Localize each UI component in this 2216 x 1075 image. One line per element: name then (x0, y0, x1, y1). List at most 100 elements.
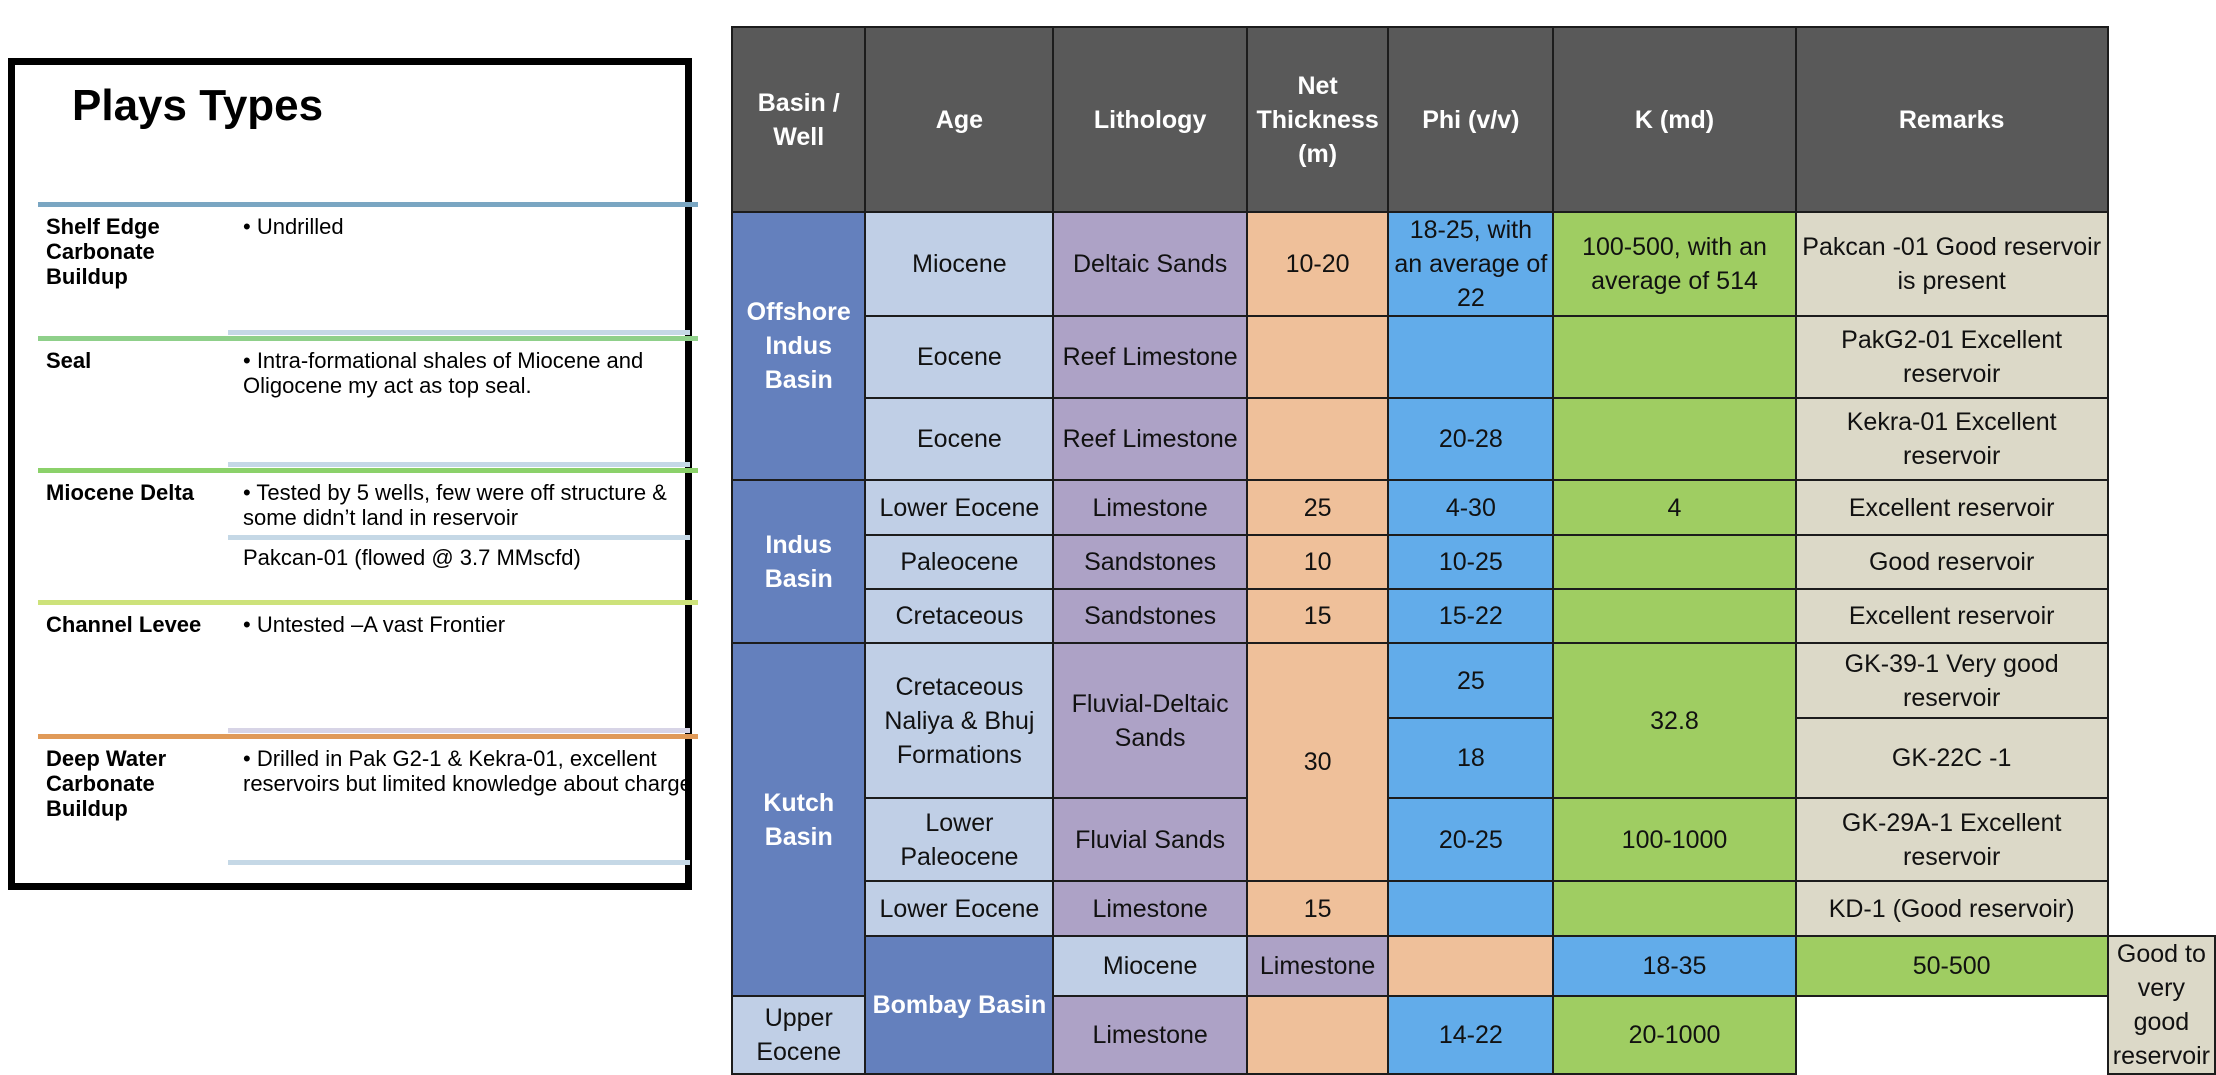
header-k: K (md) (1552, 26, 1797, 213)
age-cell: Lower Eocene (864, 479, 1055, 536)
age-cell: Miocene (1052, 934, 1248, 998)
net-cell (1387, 934, 1555, 998)
plays-panel: Plays Types (8, 58, 692, 890)
remarks-cell: Excellent reservoir (1794, 588, 2109, 644)
table-row: Indus Basin Lower Eocene Limestone 25 4-… (730, 479, 2215, 644)
k-cell (1552, 397, 1797, 481)
header-lithology: Lithology (1052, 26, 1248, 213)
net-cell: 15 (1245, 880, 1390, 937)
header-basin: Basin / Well (730, 26, 867, 213)
play-name: Deep Water Carbonate Buildup (46, 746, 167, 821)
phi-cell: 4-30 (1387, 479, 1555, 536)
age-cell: Eocene (864, 315, 1055, 399)
phi-cell (1387, 880, 1555, 937)
play-name: Miocene Delta (46, 480, 194, 505)
basin-cell: Bombay Basin (864, 935, 1055, 1075)
net-cell: 15 (1245, 588, 1390, 644)
play-desc: • Undrilled (243, 214, 344, 239)
phi-cell: 18 (1387, 717, 1555, 799)
play-name: Shelf Edge Carbonate Buildup (46, 214, 160, 289)
lithology-cell: Fluvial-Deltaic Sands (1052, 642, 1248, 799)
lithology-cell: Sandstones (1052, 534, 1248, 590)
net-cell (1245, 315, 1390, 399)
play-divider (38, 734, 698, 739)
remarks-cell: GK-29A-1 Excellent reservoir (1794, 797, 2109, 882)
table-row: Lower Paleocene Fluvial Sands 20-25 100-… (732, 797, 2215, 882)
header-phi: Phi (v/v) (1387, 26, 1555, 213)
table-row: Paleocene Sandstones 10 10-25 Good reser… (732, 534, 2215, 590)
remarks-cell: Excellent reservoir (1794, 479, 2109, 536)
table-row: Kutch Basin Cretaceous Naliya & Bhuj For… (730, 641, 2215, 998)
lithology-cell: Limestone (1052, 880, 1248, 937)
phi-cell: 10-25 (1387, 534, 1555, 590)
age-cell: Cretaceous (864, 588, 1055, 644)
table-row: Bombay Basin Miocene Limestone 18-35 50-… (732, 934, 2216, 1075)
remarks-cell: KD-1 (Good reservoir) (1794, 880, 2109, 937)
net-cell (1245, 995, 1390, 1075)
k-cell: 50-500 (1794, 934, 2109, 998)
net-cell: 25 (1245, 479, 1390, 536)
age-cell: Cretaceous Naliya & Bhuj Formations (864, 642, 1055, 799)
play-extra-desc: Pakcan-01 (flowed @ 3.7 MMscfd) (243, 545, 581, 570)
play-desc: • Intra-formational shales of Miocene an… (243, 348, 644, 398)
k-cell: 100-1000 (1552, 797, 1797, 882)
lithology-cell: Reef Limestone (1052, 315, 1248, 399)
k-cell: 4 (1552, 479, 1797, 536)
k-cell (1552, 534, 1797, 590)
phi-cell (1387, 315, 1555, 399)
lithology-cell: Deltaic Sands (1052, 211, 1248, 317)
table-row: Cretaceous Sandstones 15 15-22 Excellent… (732, 588, 2215, 644)
play-divider (38, 336, 698, 341)
remarks-cell: GK-22C -1 (1794, 717, 2109, 799)
k-cell (1552, 588, 1797, 644)
age-cell: Miocene (864, 211, 1055, 317)
play-name: Channel Levee (46, 612, 202, 637)
phi-cell: 18-25, with an average of 22 (1387, 211, 1555, 317)
remarks-cell: Kekra-01 Excellent reservoir (1794, 397, 2109, 481)
net-cell: 30 (1245, 642, 1390, 882)
lithology-cell: Sandstones (1052, 588, 1248, 644)
table-row: 18 GK-22C -1 (732, 717, 2215, 799)
sub-divider (228, 535, 690, 540)
age-cell: Lower Paleocene (864, 797, 1055, 882)
header-age: Age (864, 26, 1055, 213)
remarks-cell: Pakcan -01 Good reservoir is present (1794, 211, 2109, 317)
basin-cell: Indus Basin (730, 479, 867, 644)
phi-cell: 20-25 (1387, 797, 1555, 882)
play-desc: • Drilled in Pak G2-1 & Kekra-01, excell… (243, 746, 692, 796)
phi-cell: 18-35 (1552, 934, 1797, 998)
lithology-cell: Limestone (1245, 934, 1390, 998)
play-desc: • Tested by 5 wells, few were off struct… (243, 480, 667, 530)
net-cell (1245, 397, 1390, 481)
table-header-row: Basin / Well Age Lithology Net Thickness… (730, 26, 2215, 213)
basin-cell: Offshore Indus Basin (730, 211, 867, 481)
remarks-cell: GK-39-1 Very good reservoir (1794, 642, 2109, 719)
play-divider (38, 202, 698, 207)
remarks-cell: Good reservoir (1794, 534, 2109, 590)
sub-divider (228, 860, 690, 865)
phi-cell: 14-22 (1387, 995, 1555, 1075)
k-cell (1552, 880, 1797, 937)
age-cell: Paleocene (864, 534, 1055, 590)
lithology-cell: Limestone (1052, 995, 1248, 1075)
k-cell: 20-1000 (1552, 995, 1797, 1075)
lithology-cell: Limestone (1052, 479, 1248, 536)
reservoir-table: Basin / Well Age Lithology Net Thickness… (730, 26, 2216, 1075)
sub-divider (228, 462, 690, 467)
table-row: Eocene Reef Limestone PakG2-01 Excellent… (732, 315, 2215, 399)
remarks-cell: Good to very good reservoir (2106, 935, 2216, 1075)
plays-title: Plays Types (72, 81, 324, 130)
table-row: Eocene Reef Limestone 20-28 Kekra-01 Exc… (732, 397, 2215, 481)
k-cell (1552, 315, 1797, 399)
k-cell: 32.8 (1552, 642, 1797, 799)
basin-cell: Kutch Basin (730, 641, 867, 998)
phi-cell: 25 (1387, 642, 1555, 719)
net-cell: 10-20 (1245, 211, 1390, 317)
lithology-cell: Reef Limestone (1052, 397, 1248, 481)
header-net-thickness: Net Thickness (m) (1245, 26, 1390, 213)
play-name: Seal (46, 348, 92, 373)
phi-cell: 15-22 (1387, 588, 1555, 644)
lithology-cell: Fluvial Sands (1052, 797, 1248, 882)
sub-divider (228, 728, 690, 733)
play-desc: • Untested –A vast Frontier (243, 612, 506, 637)
